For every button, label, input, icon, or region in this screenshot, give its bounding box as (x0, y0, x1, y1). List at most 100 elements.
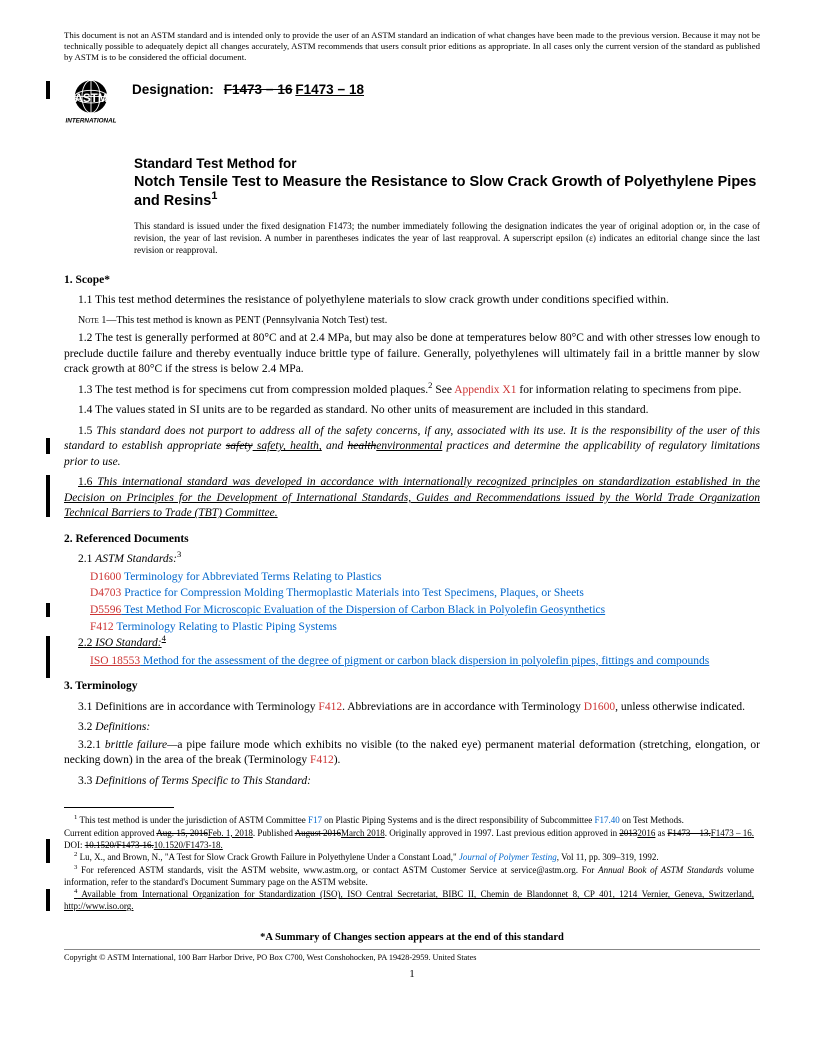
f412-link[interactable]: F412 (90, 621, 114, 633)
p33-label: Definitions of Terms Specific to This St… (95, 775, 311, 787)
note-1: Note 1—This test method is known as PENT… (64, 314, 760, 328)
fn1-d: Current edition approved (64, 828, 156, 838)
ref-d4703: D4703 Practice for Compression Molding T… (90, 586, 760, 602)
d5596-link[interactable]: D5596 (90, 604, 121, 616)
title-block: Standard Test Method for Notch Tensile T… (134, 155, 760, 211)
title-main-text: Notch Tensile Test to Measure the Resist… (134, 174, 756, 209)
para-2-1: 2.1 ASTM Standards:3 (78, 552, 760, 568)
fn1-s1: Aug. 15, 2016 (156, 828, 208, 838)
fn1-g: as (655, 828, 667, 838)
para-1-1: 1.1 This test method determines the resi… (64, 293, 760, 309)
para-3-3: 3.3 Definitions of Terms Specific to Thi… (78, 774, 760, 790)
title-prefix: Standard Test Method for (134, 155, 760, 173)
fn3-a: For referenced ASTM standards, visit the… (77, 865, 598, 875)
f412-link-3[interactable]: F412 (310, 754, 334, 766)
p15-body: This standard does not purport to addres… (64, 425, 760, 468)
f412-title-link[interactable]: Terminology Relating to Plastic Piping S… (114, 621, 337, 633)
p31-c: , unless otherwise indicated. (615, 701, 745, 713)
p321-c: ). (334, 754, 341, 766)
fn1-c: on Test Methods. (620, 815, 684, 825)
journal-link[interactable]: Journal of Polymer Testing (459, 852, 557, 862)
p16-num: 1.6 (78, 476, 92, 488)
d1600-link-2[interactable]: D1600 (584, 701, 615, 713)
p31-b: . Abbreviations are in accordance with T… (342, 701, 584, 713)
fn1-i4: F1473 – 16. (711, 828, 754, 838)
change-bar-icon (46, 81, 50, 99)
appendix-x1-link[interactable]: Appendix X1 (454, 384, 516, 396)
p16-body: This international standard was develope… (64, 476, 760, 519)
p22-label: ISO Standard: (92, 637, 161, 649)
change-bar-icon (46, 839, 50, 863)
designation-old: F1473 − 16 (224, 82, 293, 97)
d1600-title-link[interactable]: Terminology for Abbreviated Terms Relati… (121, 571, 381, 583)
fn1-i3: 2016 (637, 828, 655, 838)
ref-iso18553: ISO 18553 Method for the assessment of t… (90, 654, 760, 670)
p31-a: 3.1 Definitions are in accordance with T… (78, 701, 318, 713)
d4703-title-link[interactable]: Practice for Compression Molding Thermop… (121, 587, 584, 599)
fn1-s5: 10.1520/F1473-16. (85, 840, 154, 850)
header-row: ASTM INTERNATIONAL Designation: F1473 − … (64, 75, 760, 129)
issuance-note: This standard is issued under the fixed … (134, 221, 760, 257)
p15-ins2: environmental (376, 440, 442, 452)
fn1-i1: Feb. 1, 2018 (208, 828, 253, 838)
top-disclaimer: This document is not an ASTM standard an… (64, 30, 760, 63)
note-label: Note 1— (78, 315, 116, 326)
f1740-link[interactable]: F17.40 (594, 815, 619, 825)
section-1-head: 1. Scope* (64, 273, 760, 289)
section-3-head: 3. Terminology (64, 679, 760, 695)
ref-d5596: D5596 Test Method For Microscopic Evalua… (90, 603, 760, 619)
d5596-title-link[interactable]: Test Method For Microscopic Evaluation o… (121, 604, 605, 616)
footnotes-block: 1 This test method is under the jurisdic… (64, 807, 304, 913)
para-1-4: 1.4 The values stated in SI units are to… (64, 403, 760, 419)
para-1-3-a: 1.3 The test method is for specimens cut… (78, 384, 428, 396)
p21-num: 2.1 (78, 553, 95, 565)
footnote-1: 1 This test method is under the jurisdic… (64, 811, 754, 827)
f412-link-2[interactable]: F412 (318, 701, 342, 713)
astm-logo-icon: ASTM INTERNATIONAL (64, 75, 118, 129)
p15-ins1: safety, health, (253, 440, 322, 452)
para-3-1: 3.1 Definitions are in accordance with T… (64, 700, 760, 716)
fn1-e: . Published (253, 828, 295, 838)
fn1-s4: F1473 – 13. (667, 828, 710, 838)
footnote-3: 3 For referenced ASTM standards, visit t… (64, 865, 754, 888)
p32-label: Definitions: (95, 721, 150, 733)
footnote-ref-3: 3 (177, 550, 181, 560)
iso18553-title-link[interactable]: Method for the assessment of the degree … (140, 655, 709, 667)
fn2-a: Lu, X., and Brown, N., "A Test for Slow … (77, 852, 459, 862)
designation-new: F1473 − 18 (295, 82, 364, 97)
d4703-link[interactable]: D4703 (90, 587, 121, 599)
change-bar-icon (46, 889, 50, 911)
p22-num: 2.2 (78, 637, 92, 649)
designation-row: Designation: F1473 − 16 F1473 − 18 (132, 81, 364, 100)
p15-strike1: safety (226, 440, 253, 452)
p21-label: ASTM Standards: (95, 553, 177, 565)
fn1-i2: March 2018 (341, 828, 385, 838)
change-bar-icon (46, 636, 50, 678)
para-1-5: 1.5 This standard does not purport to ad… (64, 424, 760, 471)
change-bar-icon (46, 438, 50, 454)
p15-strike2: health (348, 440, 377, 452)
copyright-line: Copyright © ASTM International, 100 Barr… (64, 949, 760, 963)
para-2-2: 2.2 ISO Standard:4 (78, 636, 760, 652)
footnote-4: 4 Available from International Organizat… (64, 889, 754, 912)
para-1-3-c: for information relating to specimens fr… (517, 384, 742, 396)
summary-of-changes-note: *A Summary of Changes section appears at… (64, 931, 760, 945)
p15-c: and (322, 440, 348, 452)
iso18553-link[interactable]: ISO 18553 (90, 655, 140, 667)
svg-text:INTERNATIONAL: INTERNATIONAL (66, 118, 117, 125)
para-3-2-1: 3.2.1 brittle failure—a pipe failure mod… (64, 738, 760, 769)
fn1-s2: August 2016 (295, 828, 341, 838)
d1600-link[interactable]: D1600 (90, 571, 121, 583)
footnote-ref-4: 4 (162, 633, 166, 643)
p321-term: brittle failure— (105, 739, 177, 751)
note-text: This test method is known as PENT (Penns… (116, 315, 387, 326)
para-1-3-b: See (432, 384, 454, 396)
section-2-head: 2. Referenced Documents (64, 532, 760, 548)
f17-link[interactable]: F17 (308, 815, 322, 825)
para-3-2: 3.2 Definitions: (78, 720, 760, 736)
designation-label: Designation: (132, 81, 214, 99)
fn3-ital: Annual Book of ASTM Standards (598, 865, 723, 875)
footnote-2: 2 Lu, X., and Brown, N., "A Test for Slo… (64, 852, 754, 864)
p321-num: 3.2.1 (78, 739, 105, 751)
title-footnote-ref: 1 (211, 190, 217, 202)
